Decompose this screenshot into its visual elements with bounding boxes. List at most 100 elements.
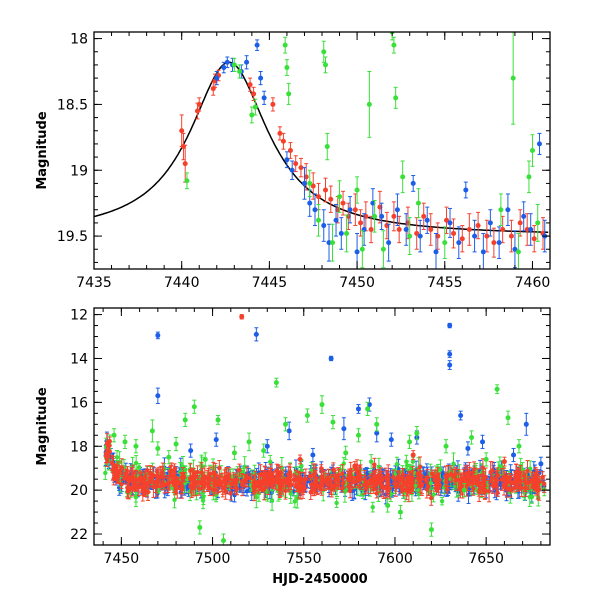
data-point <box>414 426 420 441</box>
data-point <box>515 232 521 269</box>
data-point <box>483 452 489 467</box>
y-tick-label: 19.5 <box>57 229 88 245</box>
data-point <box>524 213 530 246</box>
data-point <box>283 477 288 488</box>
data-point <box>222 469 227 490</box>
y-axis-label: Magnitude <box>35 111 50 190</box>
data-point <box>199 471 205 491</box>
y-tick-label: 22 <box>70 527 88 543</box>
data-point <box>330 415 336 430</box>
data-point <box>261 443 267 458</box>
data-point <box>505 193 511 227</box>
data-point <box>312 193 318 227</box>
data-point <box>499 468 505 491</box>
data-point <box>298 157 304 178</box>
data-point <box>308 484 313 501</box>
data-point <box>154 474 160 497</box>
data-point <box>370 188 376 219</box>
data-point <box>133 439 139 454</box>
data-point <box>526 476 531 490</box>
data-point <box>368 477 373 488</box>
data-point <box>337 180 343 213</box>
data-point <box>262 466 267 482</box>
data-point <box>415 188 421 219</box>
data-point <box>435 222 441 250</box>
data-point <box>379 202 385 230</box>
data-point <box>523 412 529 436</box>
data-point <box>188 443 194 458</box>
data-point <box>429 490 434 506</box>
data-point <box>410 450 416 460</box>
data-point <box>165 475 171 494</box>
data-point <box>471 461 477 477</box>
plot-frame <box>93 307 551 546</box>
data-point <box>324 132 330 161</box>
data-point <box>354 176 360 204</box>
data-point <box>521 201 527 232</box>
data-point <box>338 217 344 250</box>
data-point <box>456 226 462 259</box>
data-point <box>142 475 148 490</box>
data-point <box>237 463 242 477</box>
data-point <box>247 77 253 92</box>
data-point <box>408 472 413 494</box>
data-point <box>304 408 310 423</box>
data-point <box>466 213 472 246</box>
data-point <box>444 206 450 234</box>
data-point <box>221 61 227 74</box>
data-point <box>328 355 334 362</box>
x-tick-label: 7600 <box>377 551 413 567</box>
data-point <box>132 478 138 492</box>
data-point <box>319 464 324 473</box>
data-point <box>372 200 378 233</box>
data-point <box>136 477 142 497</box>
data-point <box>394 193 400 227</box>
data-point <box>383 467 389 488</box>
data-point <box>343 445 349 460</box>
data-point <box>155 441 161 456</box>
data-point <box>201 477 207 493</box>
data-point <box>345 470 350 487</box>
data-point <box>340 464 345 484</box>
data-point <box>529 489 535 504</box>
data-point <box>244 55 250 70</box>
data-point <box>280 132 286 150</box>
data-point <box>442 226 448 259</box>
data-point <box>253 327 259 342</box>
data-point <box>216 476 222 487</box>
data-point <box>319 469 324 490</box>
data-point <box>542 475 547 493</box>
outliers-green <box>111 377 535 545</box>
data-point <box>374 417 380 432</box>
data-point <box>368 215 374 244</box>
data-point <box>487 209 493 237</box>
data-point <box>166 450 172 465</box>
data-point <box>296 471 301 490</box>
data-point <box>352 461 358 471</box>
data-point <box>371 466 377 487</box>
data-point <box>188 471 193 486</box>
data-point <box>228 486 233 501</box>
data-point <box>421 202 427 230</box>
data-point <box>149 419 155 443</box>
data-point <box>269 490 275 511</box>
data-point <box>417 456 423 478</box>
data-point <box>433 232 439 269</box>
data-point <box>366 397 372 412</box>
x-axis-label: HJD-2450000 <box>272 572 367 587</box>
data-point <box>428 522 434 537</box>
data-point <box>403 213 409 246</box>
data-point <box>470 481 476 496</box>
data-point <box>448 465 454 483</box>
x-tick-label: 7450 <box>339 275 375 291</box>
y-tick-label: 16 <box>70 395 88 411</box>
data-point <box>403 476 409 493</box>
data-point <box>508 219 514 253</box>
data-point <box>492 477 498 488</box>
data-point <box>251 86 257 101</box>
data-point <box>536 132 542 155</box>
data-point <box>182 412 188 427</box>
data-point <box>127 469 132 493</box>
data-point <box>133 491 139 503</box>
data-point <box>341 417 347 441</box>
